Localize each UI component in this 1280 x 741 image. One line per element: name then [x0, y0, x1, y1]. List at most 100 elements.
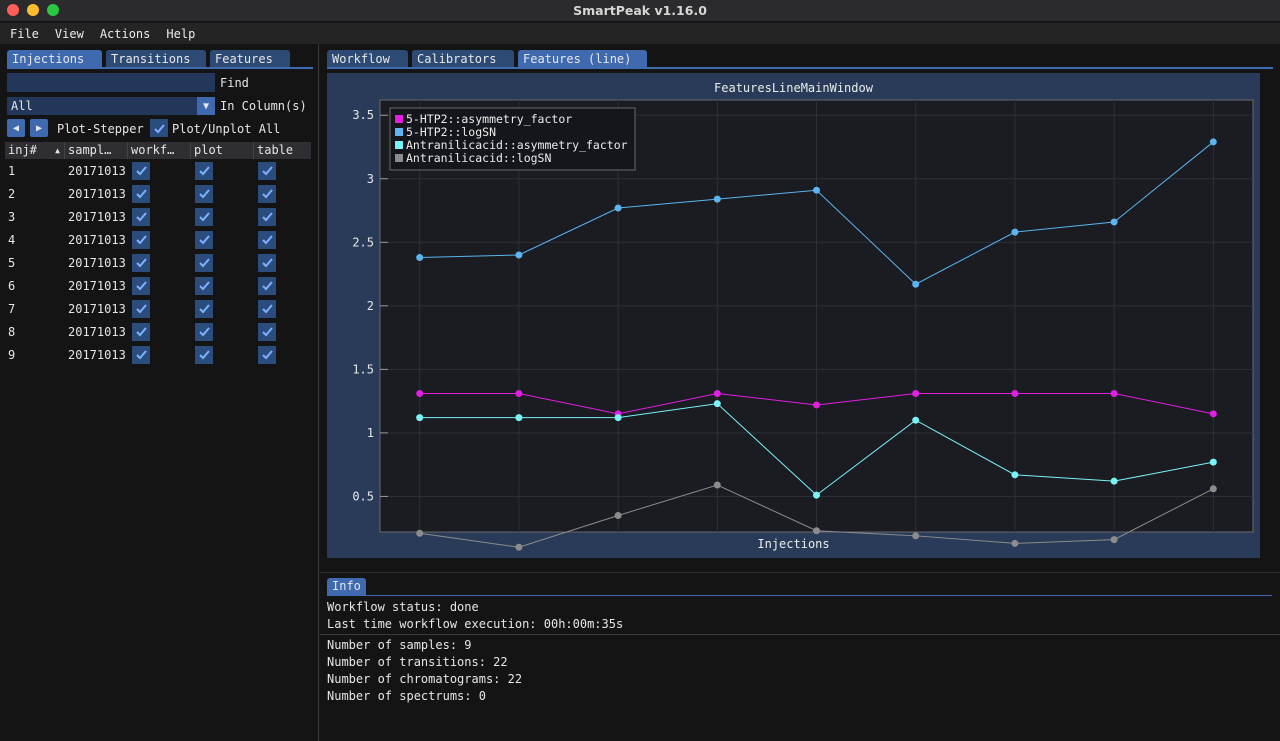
- data-point[interactable]: [912, 390, 920, 398]
- workflow-checkbox[interactable]: [132, 322, 150, 341]
- data-point[interactable]: [1011, 390, 1019, 398]
- chevron-down-icon[interactable]: ▼: [197, 97, 215, 115]
- data-point[interactable]: [813, 527, 820, 535]
- tab-calibrators[interactable]: Calibrators: [412, 50, 514, 68]
- data-point[interactable]: [912, 416, 920, 424]
- plot-checkbox[interactable]: [195, 207, 213, 226]
- table-row[interactable]: 5 20171013: [5, 251, 311, 274]
- table-row[interactable]: 1 20171013: [5, 159, 311, 182]
- data-point[interactable]: [416, 529, 424, 537]
- table-checkbox[interactable]: [258, 299, 276, 318]
- menu-actions[interactable]: Actions: [99, 26, 151, 41]
- data-point[interactable]: [614, 511, 622, 519]
- column-header-table[interactable]: table: [257, 143, 294, 157]
- workflow-checkbox[interactable]: [132, 345, 150, 364]
- data-point[interactable]: [515, 543, 523, 551]
- data-point[interactable]: [813, 186, 820, 194]
- tab-injections[interactable]: Injections: [7, 50, 102, 68]
- data-point[interactable]: [1209, 458, 1217, 466]
- table-row[interactable]: 9 20171013: [5, 343, 311, 366]
- data-point[interactable]: [713, 481, 721, 489]
- table-checkbox[interactable]: [258, 276, 276, 295]
- data-point[interactable]: [713, 195, 721, 203]
- data-point[interactable]: [1011, 228, 1019, 236]
- table-checkbox[interactable]: [258, 253, 276, 272]
- step-forward-button[interactable]: ▶: [30, 119, 48, 137]
- line-chart[interactable]: 0.5 1 1.5 2 2.5 3 3.5 5-HTP2::asymmetry_factor5…: [327, 73, 1260, 558]
- step-back-button[interactable]: ◀: [7, 119, 25, 137]
- data-point[interactable]: [1011, 539, 1019, 547]
- workflow-checkbox[interactable]: [132, 276, 150, 295]
- plot-checkbox[interactable]: [195, 322, 213, 341]
- workflow-checkbox[interactable]: [132, 230, 150, 249]
- data-point[interactable]: [813, 491, 820, 499]
- workflow-checkbox[interactable]: [132, 253, 150, 272]
- data-point[interactable]: [1110, 218, 1118, 226]
- data-point[interactable]: [515, 251, 523, 259]
- legend[interactable]: [389, 107, 636, 171]
- plot-checkbox[interactable]: [195, 230, 213, 249]
- table-checkbox[interactable]: [258, 230, 276, 249]
- minimize-window-button[interactable]: [27, 4, 39, 16]
- data-point[interactable]: [416, 414, 424, 422]
- column-header-workflow[interactable]: workf…: [128, 142, 191, 159]
- plot-all-checkbox[interactable]: [150, 119, 168, 137]
- tab-features[interactable]: Features: [210, 50, 290, 68]
- data-point[interactable]: [1011, 471, 1019, 479]
- data-point[interactable]: [713, 400, 721, 408]
- column-header-plot[interactable]: plot: [191, 142, 254, 159]
- data-point[interactable]: [1110, 390, 1118, 398]
- plot-checkbox[interactable]: [195, 276, 213, 295]
- data-point[interactable]: [1209, 485, 1217, 493]
- column-filter-select[interactable]: All ▼: [7, 97, 215, 115]
- data-point[interactable]: [515, 414, 523, 422]
- table-checkbox[interactable]: [258, 207, 276, 226]
- plot-checkbox[interactable]: [195, 253, 213, 272]
- data-point[interactable]: [416, 390, 424, 398]
- table-checkbox[interactable]: [258, 161, 276, 180]
- table-checkbox[interactable]: [258, 345, 276, 364]
- data-point[interactable]: [912, 280, 920, 288]
- column-header-sample[interactable]: sampl…: [65, 142, 128, 159]
- data-point[interactable]: [515, 390, 523, 398]
- menu-view[interactable]: View: [54, 26, 84, 41]
- maximize-window-button[interactable]: [47, 4, 59, 16]
- column-header-inj[interactable]: inj# ▲: [5, 142, 65, 159]
- data-point[interactable]: [1209, 410, 1217, 418]
- workflow-checkbox[interactable]: [132, 207, 150, 226]
- table-row[interactable]: 6 20171013: [5, 274, 311, 297]
- plot-checkbox[interactable]: [195, 161, 213, 180]
- data-point[interactable]: [1110, 477, 1118, 485]
- table-row[interactable]: 2 20171013: [5, 182, 311, 205]
- data-point[interactable]: [912, 532, 920, 540]
- workflow-checkbox[interactable]: [132, 161, 150, 180]
- table-row[interactable]: 8 20171013: [5, 320, 311, 343]
- find-input[interactable]: [7, 73, 215, 92]
- table-row[interactable]: 3 20171013: [5, 205, 311, 228]
- tab-workflow[interactable]: Workflow: [327, 50, 408, 68]
- workflow-checkbox[interactable]: [132, 299, 150, 318]
- data-point[interactable]: [1209, 138, 1217, 146]
- data-point[interactable]: [614, 414, 622, 422]
- data-point[interactable]: [813, 401, 820, 409]
- cell-sample: 20171013: [68, 163, 126, 178]
- plot-checkbox[interactable]: [195, 299, 213, 318]
- table-row[interactable]: 4 20171013: [5, 228, 311, 251]
- tab-info[interactable]: Info: [327, 578, 366, 595]
- plot-checkbox[interactable]: [195, 345, 213, 364]
- data-point[interactable]: [1110, 536, 1118, 544]
- data-point[interactable]: [713, 390, 721, 398]
- tab-transitions[interactable]: Transitions: [106, 50, 206, 68]
- data-point[interactable]: [614, 204, 622, 212]
- table-row[interactable]: 7 20171013: [5, 297, 311, 320]
- menu-help[interactable]: Help: [166, 26, 196, 41]
- data-point[interactable]: [416, 254, 424, 262]
- table-checkbox[interactable]: [258, 322, 276, 341]
- menu-file[interactable]: File: [10, 26, 39, 41]
- legend-swatch: [395, 154, 403, 162]
- workflow-checkbox[interactable]: [132, 184, 150, 203]
- close-window-button[interactable]: [7, 4, 19, 16]
- table-checkbox[interactable]: [258, 184, 276, 203]
- plot-checkbox[interactable]: [195, 184, 213, 203]
- tab-features-line[interactable]: Features (line): [518, 50, 647, 68]
